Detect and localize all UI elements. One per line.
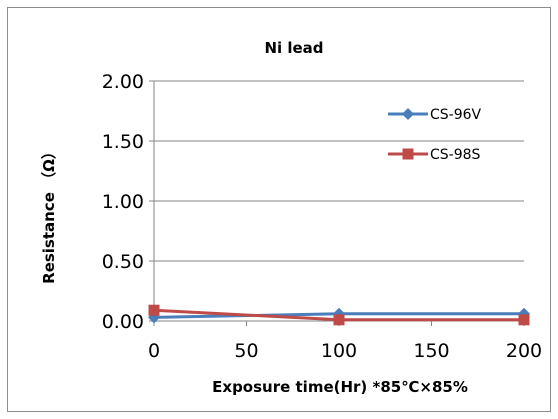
legend-item-cs-98s: CS-98S: [388, 147, 481, 163]
legend-label: CS-96V: [430, 107, 482, 123]
x-tick-label: 100: [321, 340, 357, 362]
gridlines: [154, 80, 524, 262]
legend-marker: [402, 148, 414, 160]
y-tick-labels: 0.00 0.50 1.00 1.50 2.00: [102, 71, 144, 333]
chart-frame: Ni lead 0.00 0.50 1.00 1.50 2.00 0 50 100 150 20…: [7, 7, 551, 412]
legend-label: CS-98S: [430, 147, 481, 163]
y-tick-label: 1.50: [102, 131, 144, 153]
chart-title: Ni lead: [264, 39, 323, 57]
x-axis-title: Exposure time(Hr) *85℃×85%: [212, 378, 468, 396]
y-tick-label: 0.00: [102, 311, 144, 333]
data-point-cs-98s: [148, 304, 160, 316]
legend-item-cs-96v: CS-96V: [388, 107, 482, 123]
x-tick-labels: 0 50 100 150 200: [148, 340, 542, 362]
legend-marker: [402, 108, 414, 120]
y-tick-label: 1.00: [102, 191, 144, 213]
data-point-cs-98s: [518, 314, 530, 326]
y-tick-label: 2.00: [102, 71, 144, 93]
x-tick-label: 50: [234, 340, 258, 362]
x-tick-label: 150: [413, 340, 449, 362]
data-point-cs-98s: [333, 314, 345, 326]
chart-svg: Ni lead 0.00 0.50 1.00 1.50 2.00 0 50 100 150 20…: [40, 39, 542, 396]
y-axis-title: Resistance （Ω）: [40, 144, 58, 284]
series: [148, 304, 530, 326]
legend: CS-96V CS-98S: [388, 107, 482, 163]
series-cs-98s: [148, 304, 530, 326]
x-tick-label: 200: [506, 340, 542, 362]
x-tick-label: 0: [148, 340, 160, 362]
y-tick-label: 0.50: [102, 251, 144, 273]
